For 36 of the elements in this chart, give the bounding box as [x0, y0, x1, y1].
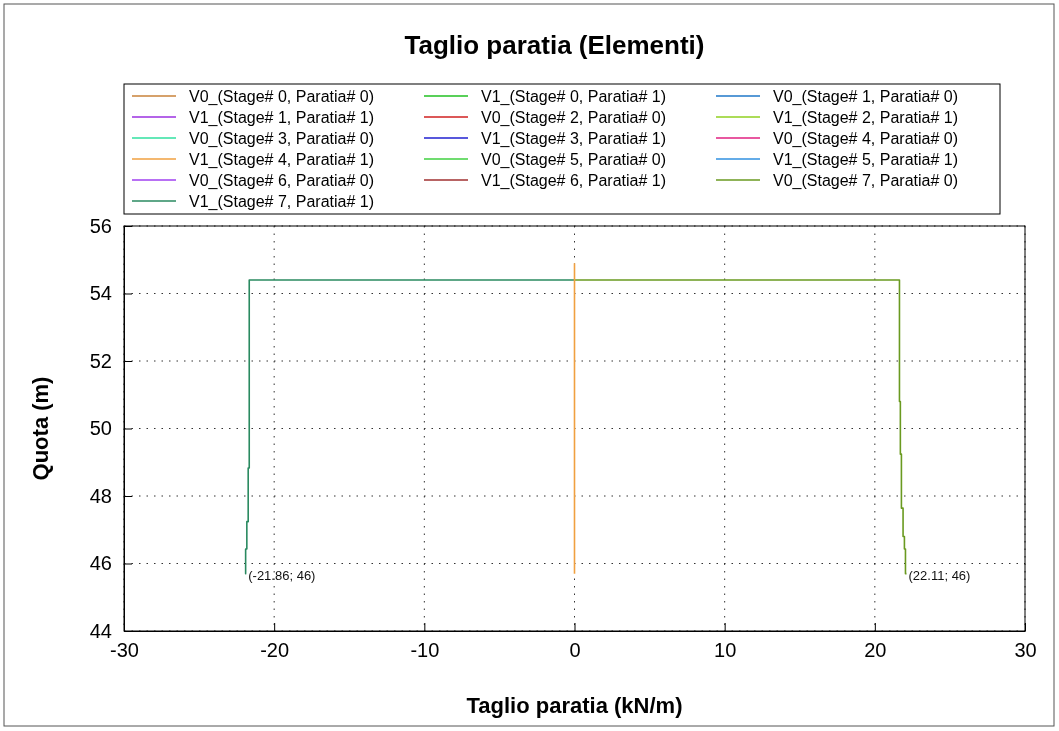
y-axis-title: Quota (m)	[28, 376, 53, 481]
line-series	[573, 279, 908, 575]
x-tick-label: 0	[569, 639, 581, 662]
y-tick-label: 50	[89, 417, 112, 440]
chart-title: Taglio paratia (Elementi)	[404, 30, 705, 60]
x-tick-label: 10	[714, 639, 737, 662]
legend-label: V0_(Stage# 6, Paratia# 0)	[189, 172, 375, 190]
legend-label: V1_(Stage# 1, Paratia# 1)	[189, 109, 375, 127]
legend-label: V0_(Stage# 5, Paratia# 0)	[481, 151, 667, 169]
y-tick-label: 54	[89, 282, 112, 305]
x-tick-label: 20	[864, 639, 887, 662]
y-tick-label: 48	[89, 484, 112, 507]
legend-label: V1_(Stage# 4, Paratia# 1)	[189, 151, 375, 169]
annotation: (-21.86; 46)	[248, 567, 316, 583]
legend-label: V1_(Stage# 7, Paratia# 1)	[189, 193, 375, 211]
legend-label: V0_(Stage# 1, Paratia# 0)	[773, 88, 959, 106]
x-tick-label: -30	[110, 639, 139, 662]
legend-label: V1_(Stage# 5, Paratia# 1)	[773, 151, 959, 169]
x-tick-label: 30	[1014, 639, 1037, 662]
y-tick-label: 44	[89, 619, 112, 642]
legend-label: V1_(Stage# 2, Paratia# 1)	[773, 109, 959, 127]
x-axis-title: Taglio paratia (kN/m)	[466, 693, 683, 718]
y-tick-label: 56	[89, 214, 112, 237]
legend-label: V1_(Stage# 6, Paratia# 1)	[481, 172, 667, 190]
x-tick-label: -10	[410, 639, 440, 662]
legend-label: V0_(Stage# 4, Paratia# 0)	[773, 130, 959, 148]
annotation: (22.11; 46)	[908, 567, 971, 583]
legend-label: V0_(Stage# 2, Paratia# 0)	[481, 109, 667, 127]
legend-label: V0_(Stage# 7, Paratia# 0)	[773, 172, 959, 190]
y-tick-label: 52	[89, 349, 112, 372]
legend-label: V1_(Stage# 3, Paratia# 1)	[481, 130, 667, 148]
legend-label: V0_(Stage# 3, Paratia# 0)	[189, 130, 375, 148]
legend-label: V1_(Stage# 0, Paratia# 1)	[481, 88, 667, 106]
y-tick-label: 46	[89, 552, 112, 575]
x-tick-label: -20	[260, 639, 290, 662]
legend-label: V0_(Stage# 0, Paratia# 0)	[189, 88, 375, 106]
